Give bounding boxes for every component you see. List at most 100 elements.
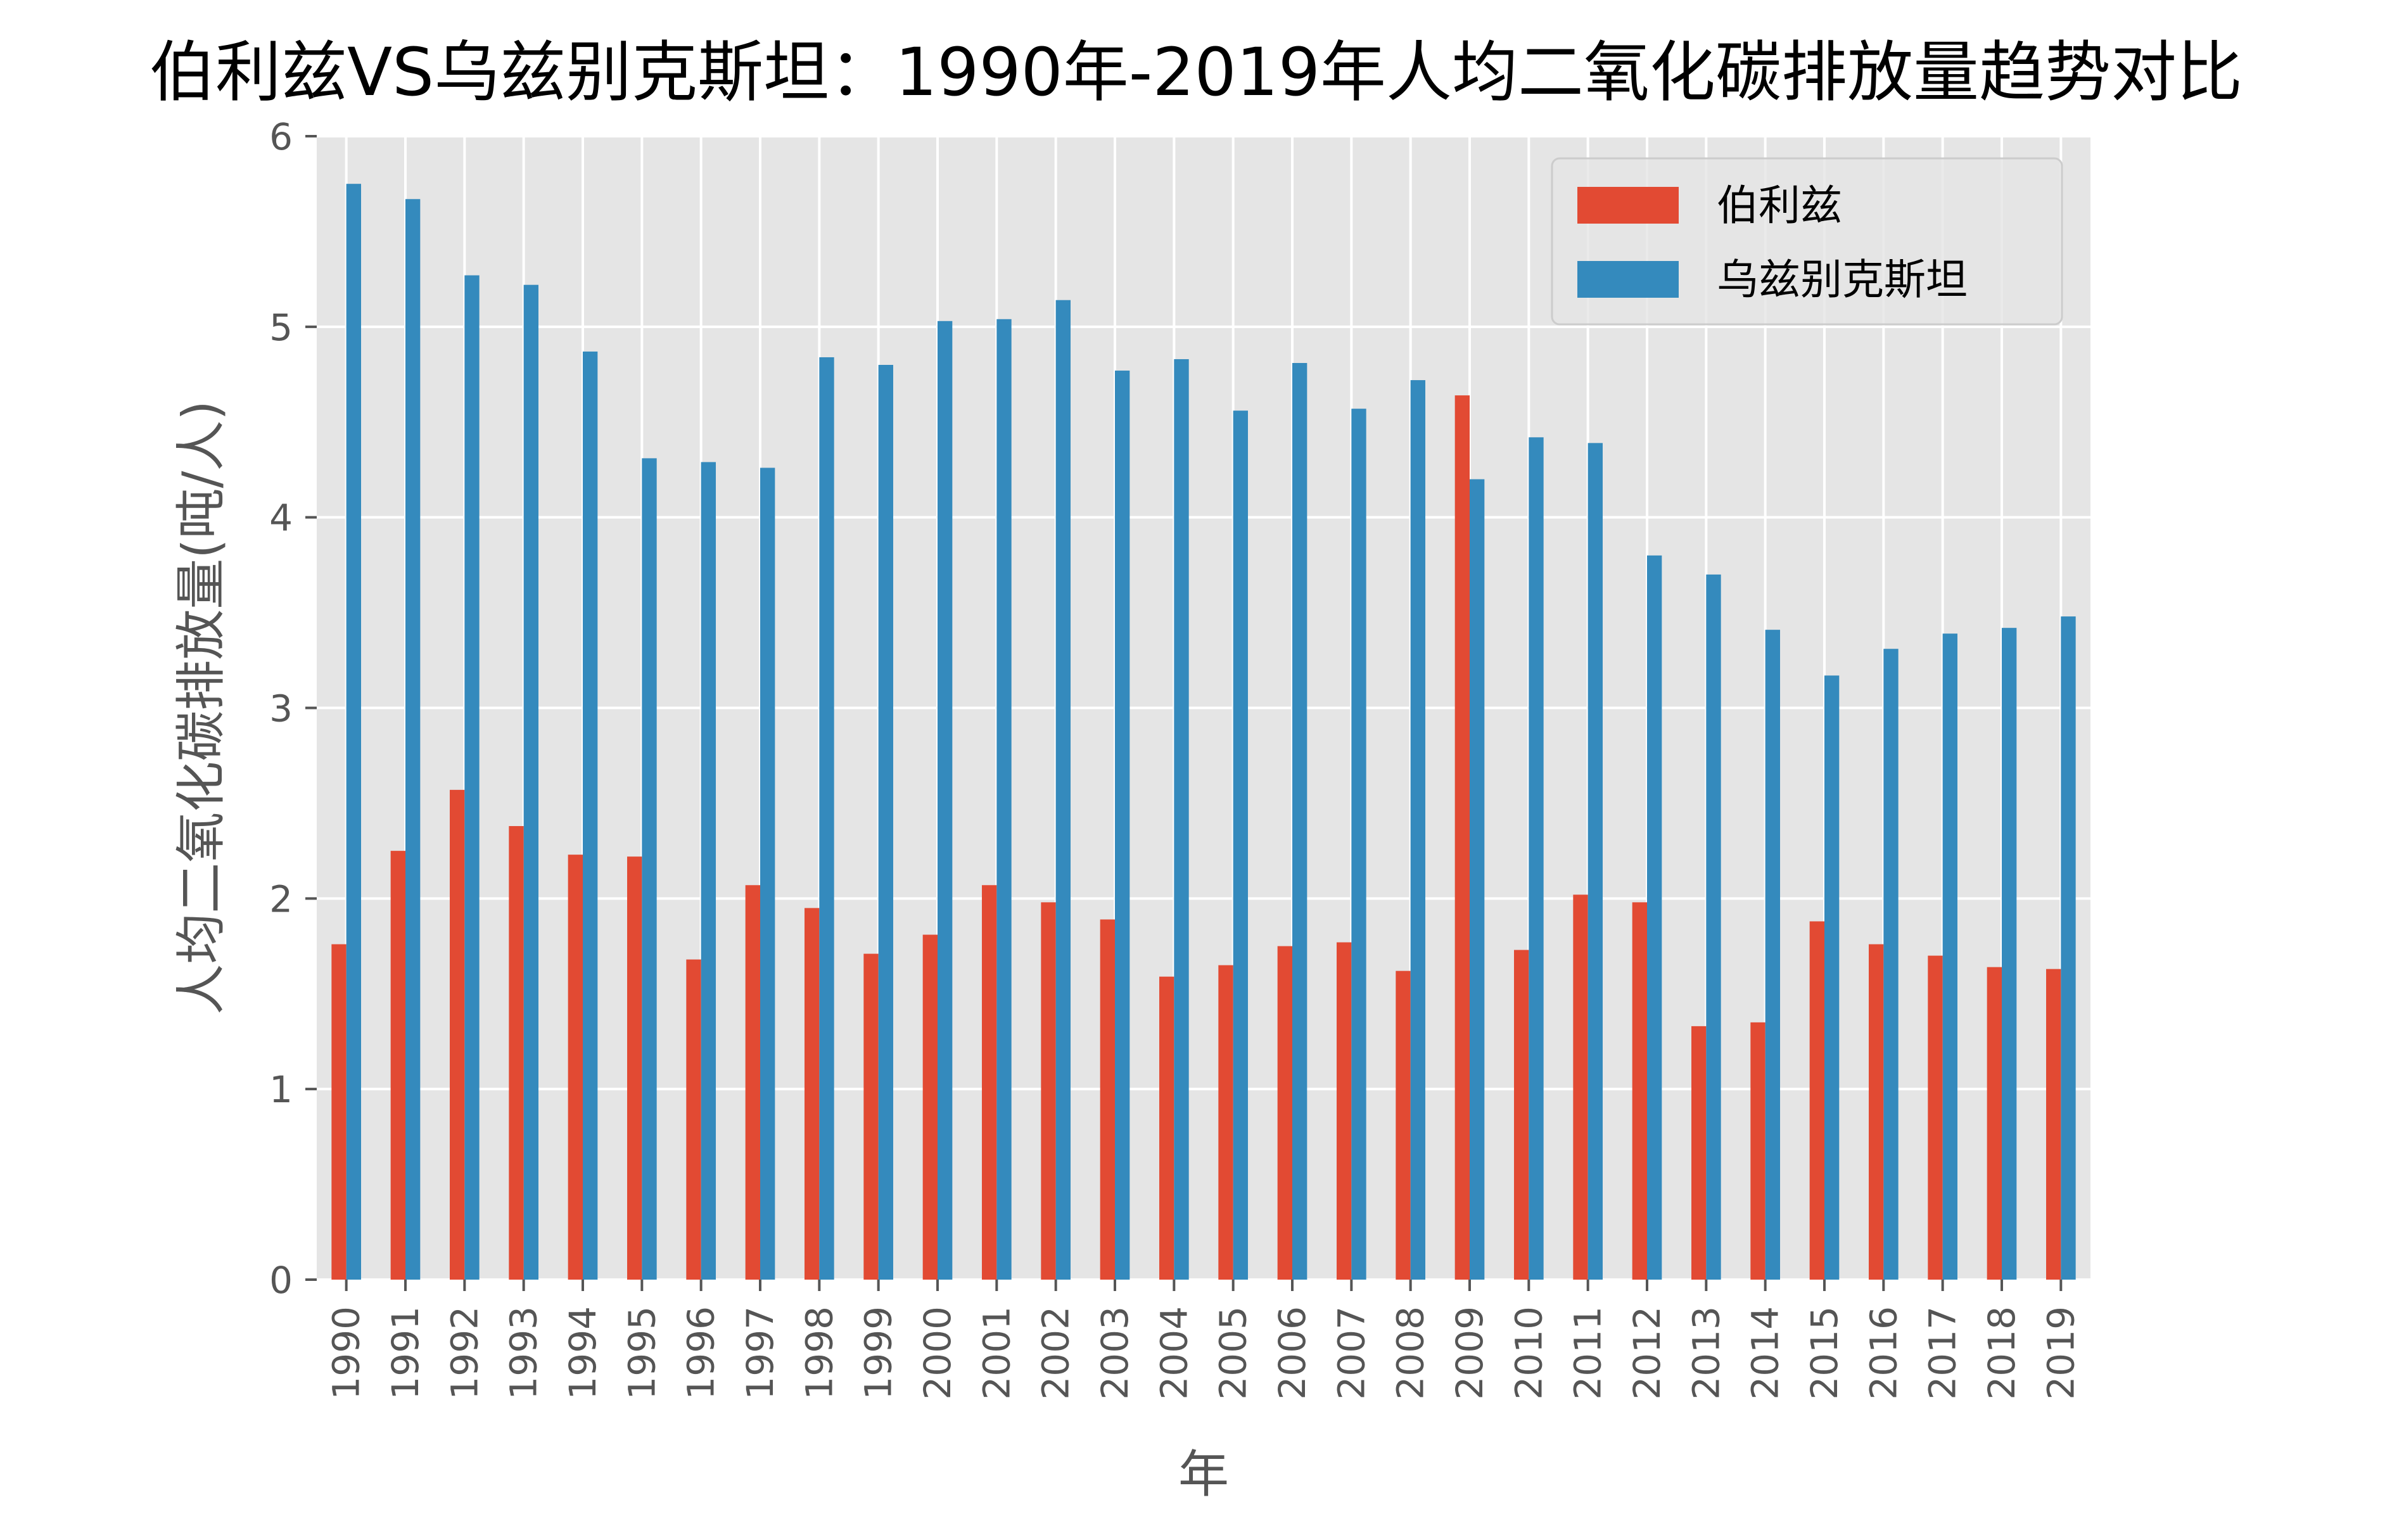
bar-belize-1995	[627, 856, 642, 1280]
x-axis: 1990 1991 1992 1993 1994 1995 1996 1997 1998 1999…	[325, 1280, 2082, 1400]
x-tick-label-1992: 1992	[443, 1306, 486, 1400]
bar-uzbekistan-1992	[464, 275, 480, 1280]
bar-belize-1994	[568, 855, 583, 1280]
bar-uzbekistan-1995	[642, 458, 657, 1280]
bar-uzbekistan-2012	[1647, 555, 1662, 1280]
x-tick-label-2010: 2010	[1507, 1306, 1550, 1400]
bar-belize-2008	[1396, 970, 1411, 1280]
x-tick-label-2004: 2004	[1152, 1306, 1195, 1400]
bar-belize-2017	[1928, 955, 1943, 1280]
bar-uzbekistan-2001	[996, 319, 1012, 1280]
bars	[331, 184, 2076, 1280]
bar-uzbekistan-2018	[2002, 628, 2017, 1280]
x-tick-label-2017: 2017	[1921, 1306, 1964, 1400]
x-tick-label-2014: 2014	[1744, 1306, 1787, 1400]
bar-belize-2006	[1277, 946, 1292, 1280]
bar-belize-2002	[1041, 902, 1056, 1280]
x-tick-label-1998: 1998	[798, 1306, 841, 1400]
bar-uzbekistan-1993	[523, 284, 538, 1280]
bar-belize-2001	[982, 885, 997, 1280]
y-tick-label-6: 6	[269, 115, 293, 158]
x-tick-label-1999: 1999	[857, 1306, 900, 1400]
bar-uzbekistan-2017	[1942, 633, 1957, 1280]
bar-uzbekistan-2010	[1529, 437, 1544, 1280]
x-tick-label-1994: 1994	[561, 1306, 604, 1400]
x-tick-label-2018: 2018	[1980, 1306, 2023, 1400]
legend-swatch-belize	[1577, 187, 1679, 224]
bar-belize-2019	[2046, 969, 2061, 1280]
x-tick-label-2006: 2006	[1271, 1306, 1314, 1400]
x-tick-label-2016: 2016	[1862, 1306, 1905, 1400]
bar-uzbekistan-2003	[1115, 371, 1130, 1280]
bar-belize-2012	[1632, 902, 1647, 1280]
bar-uzbekistan-2007	[1351, 409, 1366, 1280]
legend-label-uzbekistan: 乌兹别克斯坦	[1717, 255, 1968, 304]
bar-belize-1990	[331, 944, 347, 1280]
x-tick-label-2008: 2008	[1389, 1306, 1432, 1400]
bar-uzbekistan-2016	[1883, 649, 1899, 1280]
chart-title: 伯利兹VS乌兹别克斯坦：1990年-2019年人均二氧化碳排放量趋势对比	[150, 34, 2242, 111]
bar-uzbekistan-2009	[1470, 479, 1485, 1280]
bar-uzbekistan-2019	[2061, 616, 2076, 1280]
bar-belize-2013	[1691, 1026, 1707, 1280]
x-tick-label-2009: 2009	[1448, 1306, 1491, 1400]
bar-uzbekistan-1991	[405, 199, 421, 1280]
bar-uzbekistan-2008	[1410, 380, 1425, 1280]
x-tick-label-2000: 2000	[916, 1306, 959, 1400]
y-axis-label: 人均二氧化碳排放量(吨/人)	[172, 400, 231, 1014]
x-tick-label-2019: 2019	[2039, 1306, 2082, 1400]
x-tick-label-2015: 2015	[1803, 1306, 1846, 1400]
bar-belize-2004	[1159, 976, 1174, 1280]
bar-uzbekistan-2015	[1824, 675, 1840, 1280]
y-tick-label-4: 4	[269, 497, 293, 540]
bar-uzbekistan-2000	[938, 321, 953, 1280]
x-tick-label-1990: 1990	[325, 1306, 368, 1400]
bar-belize-2000	[922, 934, 938, 1280]
y-tick-label-2: 2	[269, 877, 293, 920]
y-tick-label-1: 1	[269, 1068, 293, 1111]
x-tick-label-2003: 2003	[1093, 1306, 1136, 1400]
bar-uzbekistan-1997	[760, 468, 775, 1280]
x-tick-label-2013: 2013	[1684, 1306, 1727, 1400]
bar-uzbekistan-2011	[1587, 443, 1603, 1280]
x-tick-label-2012: 2012	[1625, 1306, 1669, 1400]
legend-box	[1551, 157, 2063, 326]
bar-belize-2007	[1337, 942, 1352, 1280]
bar-belize-1993	[509, 826, 524, 1280]
bar-belize-1992	[450, 789, 465, 1280]
x-tick-label-1993: 1993	[502, 1306, 545, 1400]
x-tick-label-1997: 1997	[739, 1306, 782, 1400]
legend: 伯利兹 乌兹别克斯坦	[1551, 157, 2063, 326]
bar-belize-2016	[1869, 944, 1884, 1280]
bar-uzbekistan-1996	[701, 462, 716, 1280]
y-tick-label-0: 0	[269, 1259, 293, 1302]
bar-uzbekistan-1994	[583, 351, 598, 1280]
bar-belize-2018	[1987, 967, 2002, 1280]
bar-belize-1991	[390, 851, 405, 1280]
x-tick-label-2005: 2005	[1212, 1306, 1255, 1400]
bar-uzbekistan-1998	[819, 357, 834, 1280]
bar-uzbekistan-2006	[1292, 362, 1307, 1280]
bar-belize-2011	[1573, 894, 1588, 1280]
bar-belize-1999	[863, 953, 879, 1280]
bar-belize-2009	[1454, 395, 1470, 1280]
bar-belize-2014	[1750, 1022, 1765, 1280]
x-tick-label-2001: 2001	[975, 1306, 1018, 1400]
bar-belize-1996	[686, 959, 701, 1280]
bar-uzbekistan-2002	[1055, 300, 1071, 1280]
bar-belize-1998	[805, 908, 820, 1280]
x-axis-label: 年	[1178, 1445, 1229, 1504]
bar-belize-1997	[745, 885, 760, 1280]
bar-belize-2010	[1514, 950, 1529, 1280]
bar-uzbekistan-2004	[1174, 359, 1189, 1280]
bar-uzbekistan-2005	[1233, 410, 1248, 1280]
bar-belize-2003	[1100, 919, 1115, 1280]
x-tick-label-2007: 2007	[1330, 1306, 1373, 1400]
y-tick-label-5: 5	[269, 306, 293, 349]
x-tick-label-1995: 1995	[620, 1306, 663, 1400]
bar-uzbekistan-1990	[346, 184, 361, 1280]
bar-belize-2005	[1218, 965, 1233, 1280]
y-tick-label-3: 3	[269, 687, 293, 730]
